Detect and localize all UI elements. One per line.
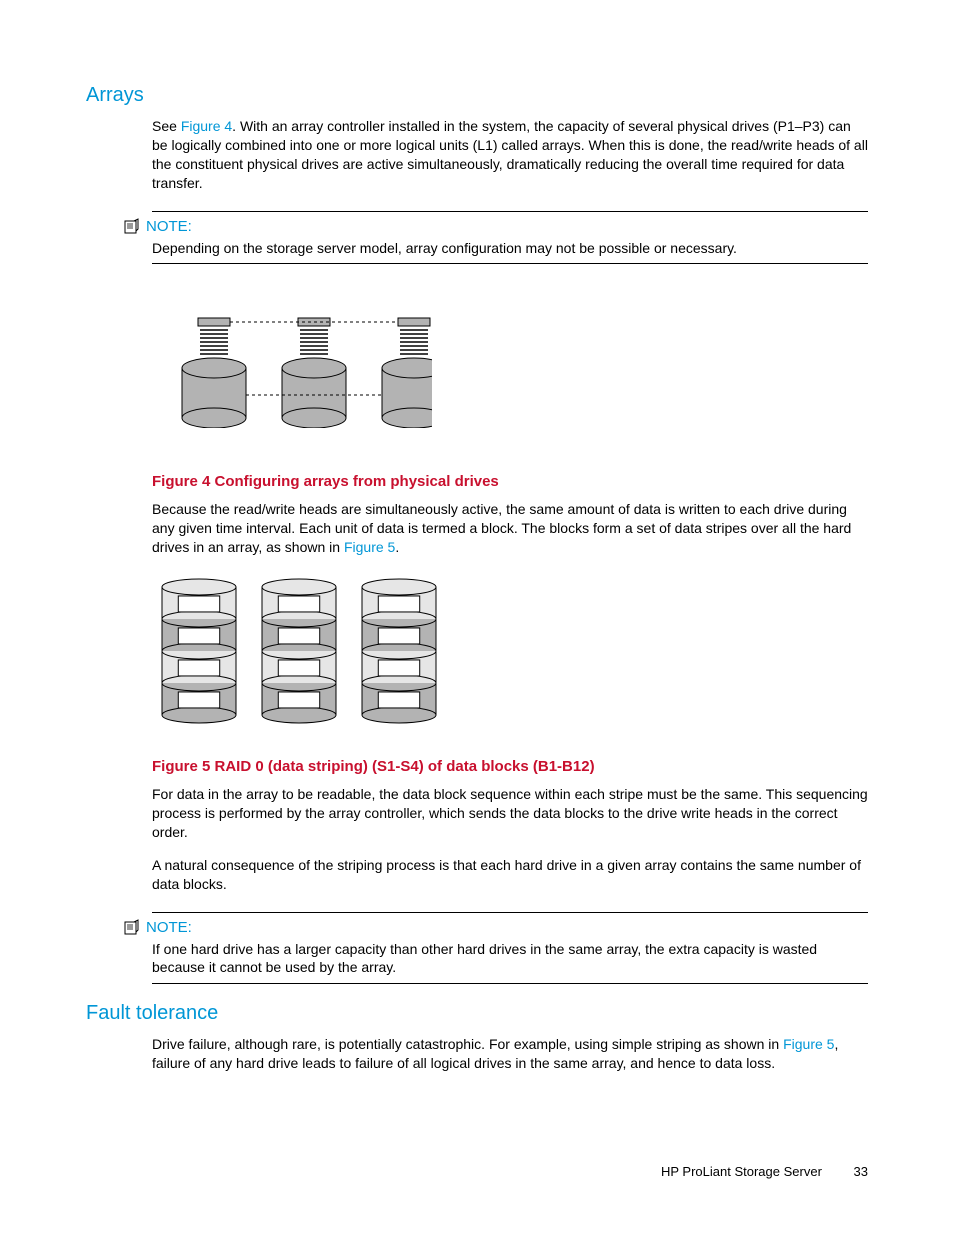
page-footer: HP ProLiant Storage Server 33	[661, 1164, 868, 1179]
paragraph-4: A natural consequence of the striping pr…	[152, 856, 868, 894]
figure-4-diagram	[152, 288, 868, 433]
text-run: See	[152, 118, 181, 134]
footer-page-number: 33	[854, 1164, 868, 1179]
figure-5-link-2[interactable]: Figure 5	[783, 1036, 834, 1052]
note-icon	[124, 218, 140, 234]
note-rule-bottom	[152, 263, 868, 264]
text-run: . With an array controller installed in …	[152, 118, 868, 191]
note-text-2: If one hard drive has a larger capacity …	[152, 940, 868, 978]
footer-text: HP ProLiant Storage Server	[661, 1164, 822, 1179]
section-heading-arrays: Arrays	[86, 84, 868, 107]
note-rule-bottom	[152, 983, 868, 984]
figure-5-caption: Figure 5 RAID 0 (data striping) (S1-S4) …	[152, 758, 868, 775]
text-run: .	[395, 539, 399, 555]
note-header: NOTE:	[124, 919, 868, 936]
figure-5-link[interactable]: Figure 5	[344, 539, 395, 555]
note-text-1: Depending on the storage server model, a…	[152, 239, 868, 258]
note-rule-top	[152, 211, 868, 212]
note-header: NOTE:	[124, 218, 868, 235]
text-run: Because the read/write heads are simulta…	[152, 501, 851, 555]
fault-paragraph-1: Drive failure, although rare, is potenti…	[152, 1035, 868, 1073]
note-block-2: NOTE: If one hard drive has a larger cap…	[124, 912, 868, 985]
figure-4-link[interactable]: Figure 4	[181, 118, 232, 134]
note-block-1: NOTE: Depending on the storage server mo…	[124, 211, 868, 265]
note-label: NOTE:	[146, 218, 192, 235]
arrays-paragraph-1: See Figure 4. With an array controller i…	[152, 117, 868, 193]
note-rule-top	[152, 912, 868, 913]
figure-4-caption: Figure 4 Configuring arrays from physica…	[152, 473, 868, 490]
note-label: NOTE:	[146, 919, 192, 936]
paragraph-3: For data in the array to be readable, th…	[152, 785, 868, 842]
note-icon	[124, 919, 140, 935]
section-heading-fault: Fault tolerance	[86, 1002, 868, 1025]
text-run: Drive failure, although rare, is potenti…	[152, 1036, 783, 1052]
figure-5-diagram	[152, 575, 868, 730]
paragraph-2: Because the read/write heads are simulta…	[152, 500, 868, 557]
